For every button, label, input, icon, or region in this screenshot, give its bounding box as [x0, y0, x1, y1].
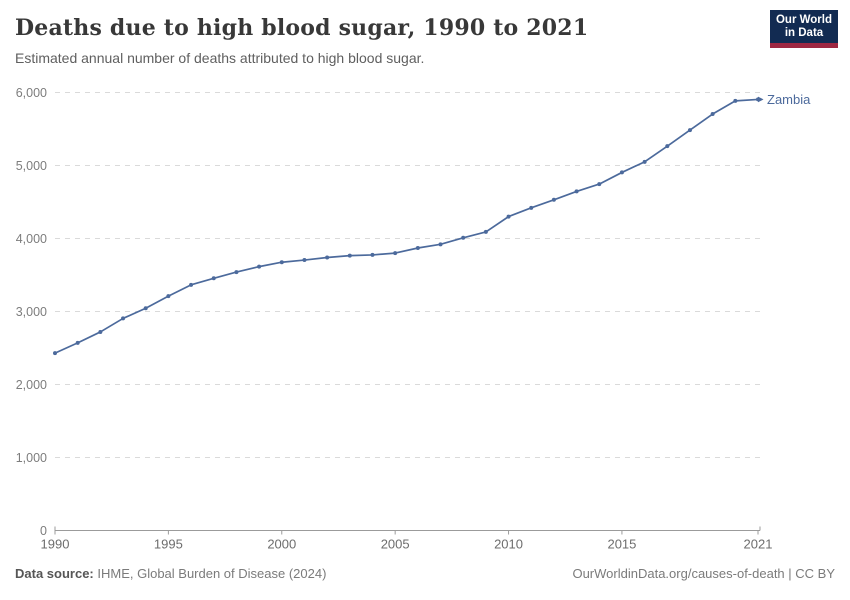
data-point-marker[interactable]: [393, 251, 398, 256]
y-axis-tick-label: 3,000: [16, 305, 47, 319]
chart-footer: Data source: IHME, Global Burden of Dise…: [0, 566, 850, 590]
y-axis-tick-label: 4,000: [16, 232, 47, 246]
data-point-marker[interactable]: [75, 340, 80, 345]
data-point-marker[interactable]: [234, 270, 239, 275]
data-point-marker[interactable]: [551, 197, 556, 202]
data-point-marker[interactable]: [733, 98, 738, 103]
data-point-marker[interactable]: [98, 329, 103, 334]
x-axis-tick-label: 2021: [744, 537, 773, 552]
data-point-marker[interactable]: [438, 242, 443, 247]
data-point-marker[interactable]: [279, 260, 284, 265]
series-end-label[interactable]: Zambia: [767, 92, 811, 107]
x-axis-tick-label: 2015: [607, 537, 636, 552]
data-point-marker[interactable]: [619, 170, 624, 175]
x-axis-tick-label: 2005: [381, 537, 410, 552]
data-point-marker[interactable]: [370, 252, 375, 257]
data-source-label: Data source:: [15, 566, 94, 581]
data-point-marker[interactable]: [597, 182, 602, 187]
data-point-marker[interactable]: [325, 255, 330, 260]
data-point-marker[interactable]: [347, 253, 352, 258]
data-point-marker[interactable]: [461, 235, 466, 240]
data-point-marker[interactable]: [483, 229, 488, 234]
footer-link[interactable]: OurWorldinData.org/causes-of-death | CC …: [572, 566, 835, 581]
data-point-marker[interactable]: [53, 351, 57, 356]
x-axis-tick-label: 2000: [267, 537, 296, 552]
data-point-marker[interactable]: [529, 205, 534, 210]
data-point-marker[interactable]: [574, 189, 579, 194]
line-end-arrow-icon: [758, 96, 764, 103]
data-point-marker[interactable]: [687, 128, 692, 133]
x-axis-tick-label: 1995: [154, 537, 183, 552]
owid-logo: Our World in Data: [770, 10, 838, 48]
data-point-marker[interactable]: [257, 264, 262, 269]
y-axis-tick-label: 1,000: [16, 451, 47, 465]
owid-logo-line1: Our World: [775, 13, 832, 26]
y-axis-tick-label: 5,000: [16, 159, 47, 173]
data-point-marker[interactable]: [506, 214, 511, 219]
data-point-marker[interactable]: [665, 144, 670, 149]
data-point-marker[interactable]: [302, 258, 307, 263]
data-source-text: IHME, Global Burden of Disease (2024): [93, 566, 327, 581]
page-title: Deaths due to high blood sugar, 1990 to …: [15, 15, 589, 41]
y-axis-tick-label: 0: [40, 524, 47, 538]
data-point-marker[interactable]: [121, 316, 126, 321]
owid-logo-line2: in Data: [784, 26, 824, 39]
data-point-marker[interactable]: [189, 282, 194, 287]
y-axis-tick-label: 2,000: [16, 378, 47, 392]
data-point-marker[interactable]: [143, 306, 148, 311]
data-source-note: Data source: IHME, Global Burden of Dise…: [15, 566, 326, 581]
x-axis-tick-label: 1990: [41, 537, 70, 552]
y-axis-tick-label: 6,000: [16, 86, 47, 100]
chart-line[interactable]: [54, 98, 759, 354]
data-point-marker[interactable]: [415, 245, 420, 250]
data-point-marker[interactable]: [642, 159, 647, 164]
data-point-marker[interactable]: [211, 276, 216, 281]
data-point-marker[interactable]: [166, 294, 171, 299]
x-axis-tick-label: 2010: [494, 537, 523, 552]
chart-subtitle: Estimated annual number of deaths attrib…: [15, 50, 425, 66]
data-point-marker[interactable]: [710, 112, 715, 117]
